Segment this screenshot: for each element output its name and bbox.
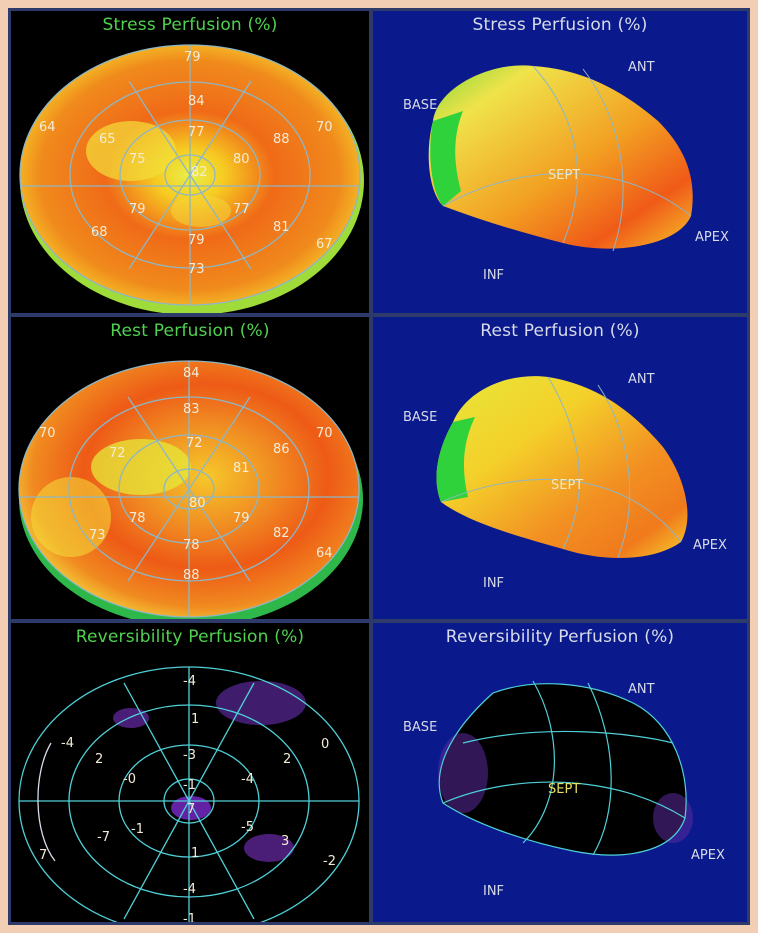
rev-value: 0: [321, 737, 329, 752]
stress-3d-title: Stress Perfusion (%): [472, 15, 648, 35]
rev-bullseye-svg: -4 1 -3 0 2 -4 -2 3 -5 -4 -1 1 -7 -1 7 -…: [18, 666, 360, 922]
rev-value: -2: [323, 854, 336, 869]
stress-value: 77: [188, 125, 205, 140]
rest-bullseye-title: Rest Perfusion (%): [110, 321, 270, 341]
stress-value: 79: [129, 202, 146, 217]
stress-value: 79: [184, 50, 201, 65]
rev-value: -1: [183, 912, 196, 922]
stress-value: 80: [233, 152, 250, 167]
stress-bullseye-panel: 79 84 77 70 88 80 67 81 77 73 79 68 79 6…: [11, 11, 369, 313]
rev-value: -4: [61, 736, 74, 751]
inf-label: INF: [483, 268, 504, 283]
rev-value: 2: [95, 752, 103, 767]
base-label: BASE: [403, 410, 437, 425]
stress-value: 84: [188, 94, 205, 109]
rest-bullseye-panel: 84 83 72 70 86 81 64 82 79 88 78 73 78 7…: [11, 317, 369, 619]
rev-value: 1: [191, 846, 199, 861]
rest-bullseye-svg: 84 83 72 70 86 81 64 82 79 88 78 73 78 7…: [18, 360, 363, 619]
stress-value: 88: [273, 132, 290, 147]
stress-bullseye-svg: 79 84 77 70 88 80 67 81 77 73 79 68 79 6…: [19, 44, 364, 313]
rev-value: 2: [283, 752, 291, 767]
rev-value: -1: [131, 822, 144, 837]
inf-label: INF: [483, 576, 504, 591]
rest-3d-svg: ANT BASE SEPT APEX INF: [403, 372, 727, 591]
rest-value: 82: [273, 526, 290, 541]
rev-3d-svg: ANT BASE SEPT APEX INF: [403, 680, 725, 899]
perfusion-figure: 79 84 77 70 88 80 67 81 77 73 79 68 79 6…: [8, 8, 750, 925]
rest-value: 64: [316, 546, 333, 561]
rev-3d-title: Reversibility Perfusion (%): [445, 627, 675, 647]
stress-3d-mesh: [442, 65, 692, 252]
apex-label: APEX: [695, 230, 729, 245]
stress-value: 82: [191, 165, 208, 180]
rev-value: -0: [123, 772, 136, 787]
inf-label: INF: [483, 884, 504, 899]
rev-value: -7: [97, 830, 110, 845]
rev-value: -4: [183, 882, 196, 897]
ant-label: ANT: [628, 60, 655, 75]
apex-label: APEX: [691, 848, 725, 863]
ant-label: ANT: [628, 372, 655, 387]
rev-bullseye-grid: [18, 666, 360, 922]
stress-3d-svg: ANT BASE SEPT APEX INF: [403, 60, 729, 283]
rest-3d-panel: ANT BASE SEPT APEX INF Rest Perfusion (%…: [373, 317, 747, 619]
rev-value: 1: [191, 712, 199, 727]
rev-value: -3: [183, 748, 196, 763]
stress-value: 73: [188, 262, 205, 277]
rest-bullseye-grid: [18, 360, 360, 618]
stress-value: 68: [91, 225, 108, 240]
sept-label: SEPT: [551, 478, 583, 493]
rest-value: 70: [316, 426, 333, 441]
stress-value: 81: [273, 220, 290, 235]
stress-value: 75: [129, 152, 146, 167]
rev-value: -5: [241, 820, 254, 835]
rev-value: 3: [281, 834, 289, 849]
rest-value: 79: [233, 511, 250, 526]
rest-value: 83: [183, 402, 200, 417]
rest-value: 88: [183, 568, 200, 583]
stress-value: 77: [233, 202, 250, 217]
rest-value: 73: [89, 528, 106, 543]
apex-label: APEX: [693, 538, 727, 553]
rest-value: 86: [273, 442, 290, 457]
rest-value: 81: [233, 461, 250, 476]
rest-value: 78: [183, 538, 200, 553]
rev-3d-mesh: [438, 680, 687, 856]
stress-value: 67: [316, 237, 333, 252]
sept-label: SEPT: [548, 782, 580, 797]
stress-bullseye-title: Stress Perfusion (%): [102, 15, 278, 35]
rest-value: 72: [109, 446, 126, 461]
stress-value: 79: [188, 233, 205, 248]
rest-value: 80: [189, 496, 206, 511]
stress-value: 64: [39, 120, 56, 135]
sept-label: SEPT: [548, 168, 580, 183]
stress-bullseye-grid: [19, 44, 361, 306]
stress-3d-panel: ANT BASE SEPT APEX INF Stress Perfusion …: [373, 11, 747, 313]
rev-3d-panel: ANT BASE SEPT APEX INF Reversibility Per…: [373, 623, 747, 922]
rev-value: -4: [183, 674, 196, 689]
base-label: BASE: [403, 720, 437, 735]
rest-3d-title: Rest Perfusion (%): [480, 321, 640, 341]
rest-value: 78: [129, 511, 146, 526]
rest-value: 72: [186, 436, 203, 451]
rev-value: 7: [39, 848, 47, 863]
base-label: BASE: [403, 98, 437, 113]
rev-value: -1: [183, 778, 196, 793]
rest-value: 70: [39, 426, 56, 441]
rest-3d-mesh: [440, 376, 682, 558]
stress-value: 65: [99, 132, 116, 147]
stress-value: 70: [316, 120, 333, 135]
rev-bullseye-title: Reversibility Perfusion (%): [75, 627, 305, 647]
rev-value: 7: [187, 802, 195, 817]
rev-value: -4: [241, 772, 254, 787]
ant-label: ANT: [628, 682, 655, 697]
rev-bullseye-panel: -4 1 -3 0 2 -4 -2 3 -5 -4 -1 1 -7 -1 7 -…: [11, 623, 369, 922]
rest-value: 84: [183, 366, 200, 381]
